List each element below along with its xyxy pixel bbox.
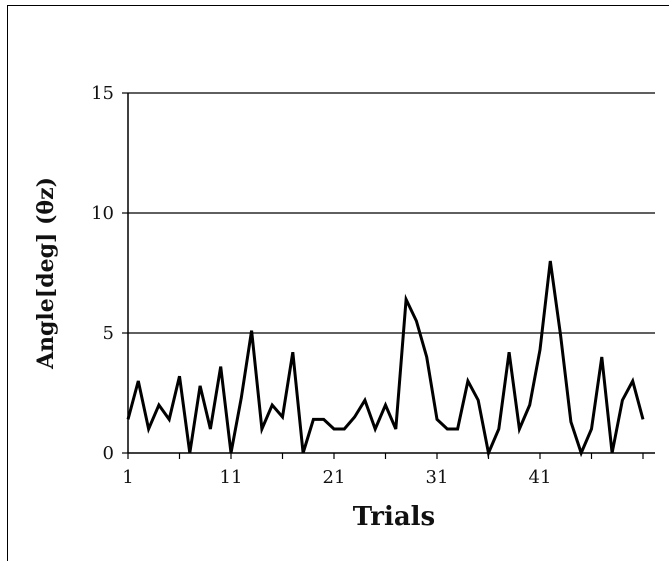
y-tick-label-15: 15 — [91, 83, 114, 104]
x-tick-label-21: 21 — [323, 467, 346, 488]
series-line-1 — [126, 260, 645, 459]
point-group — [127, 260, 644, 454]
series-group — [126, 260, 645, 459]
gridlines — [128, 92, 655, 334]
x-tick-label-11: 11 — [220, 467, 243, 488]
x-axis-title: Trials — [353, 502, 435, 532]
x-tick-label-41: 41 — [529, 467, 552, 488]
y-tick-label-10: 10 — [91, 203, 114, 224]
y-ticks: 0 5 10 15 — [91, 83, 128, 464]
x-ticks: 1 11 21 31 41 — [122, 453, 644, 488]
x-tick-label-31: 31 — [426, 467, 449, 488]
y-tick-label-0: 0 — [103, 443, 114, 464]
y-axis-title: Angle[deg] (θz) — [33, 177, 59, 370]
y-tick-label-5: 5 — [103, 323, 114, 344]
frame-left-border — [7, 5, 8, 561]
x-tick-label-1: 1 — [122, 467, 133, 488]
frame-top-border — [7, 5, 669, 6]
axes — [127, 93, 655, 454]
